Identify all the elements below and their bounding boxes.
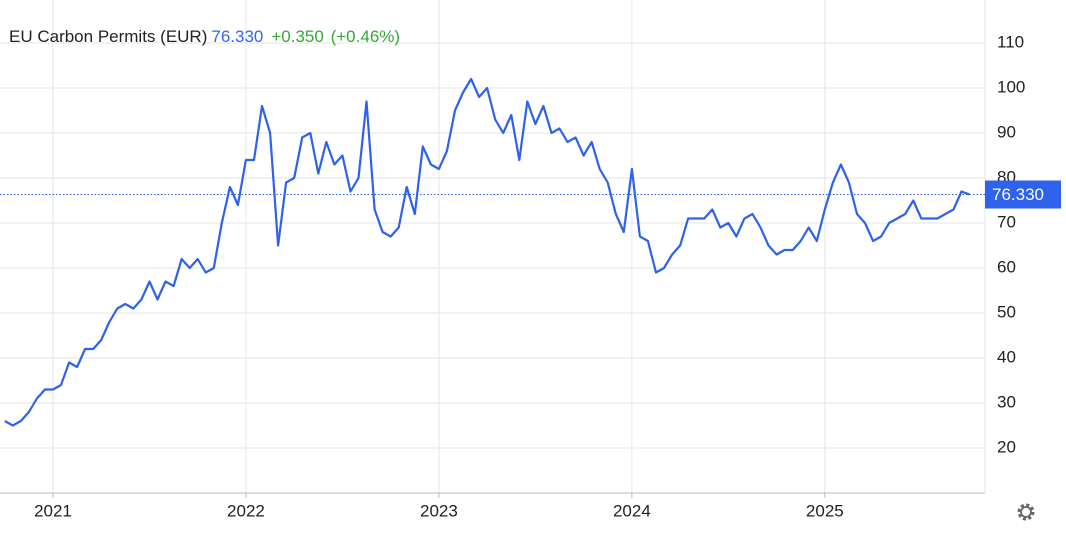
y-tick-label: 30: [997, 392, 1016, 411]
header: EU Carbon Permits (EUR) 76.330 +0.350 (+0.…: [9, 27, 400, 47]
y-tick-label: 100: [997, 77, 1025, 96]
last-price-badge: [985, 180, 1061, 209]
x-tick-label: 2023: [420, 501, 458, 520]
price-change: +0.350: [271, 27, 324, 46]
last-price-badge-label: 76.330: [992, 185, 1044, 204]
y-tick-label: 50: [997, 302, 1016, 321]
y-tick-label: 40: [997, 347, 1016, 366]
instrument-title: EU Carbon Permits (EUR): [9, 27, 208, 46]
y-tick-label: 90: [997, 122, 1016, 141]
x-tick-label: 2024: [613, 501, 651, 520]
price-change-pct: (+0.46%): [330, 27, 401, 46]
x-tick-label: 2021: [34, 501, 72, 520]
price-line: [4, 77, 970, 427]
y-tick-label: 110: [997, 32, 1024, 51]
y-tick-label: 20: [997, 437, 1016, 456]
gear-teeth: [1017, 503, 1035, 521]
y-tick-label: 70: [997, 212, 1016, 231]
gear-ring: [1020, 506, 1032, 518]
last-price: 76.330: [211, 27, 264, 46]
settings-icon[interactable]: [1017, 503, 1035, 521]
x-tick-label: 2022: [227, 501, 265, 520]
x-tick-label: 2025: [806, 501, 844, 520]
y-tick-label: 60: [997, 257, 1016, 276]
